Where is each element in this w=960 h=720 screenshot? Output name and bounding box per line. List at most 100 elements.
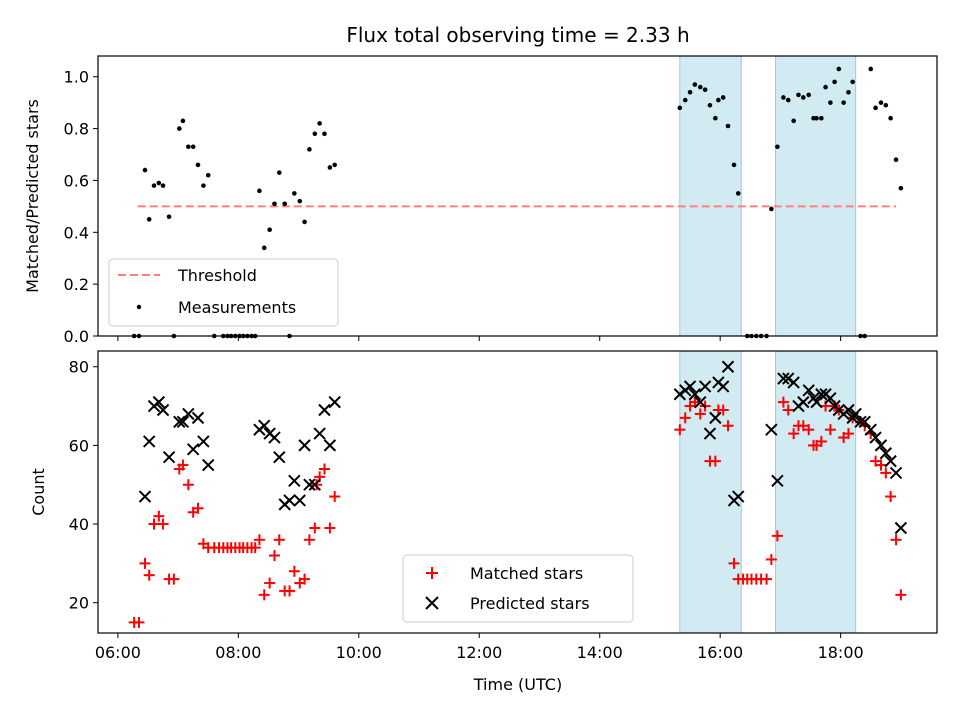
matched-star-point (182, 479, 194, 491)
predicted-star-point (703, 427, 717, 440)
measurement-point (832, 79, 837, 85)
predicted-star-point (889, 466, 903, 480)
measurement-point (692, 82, 698, 87)
predicted-star-point (152, 395, 166, 409)
predicted-star-point (802, 384, 815, 397)
measurement-point (796, 92, 801, 98)
bottom-y-axis-label: Count (29, 468, 48, 516)
measurement-point (893, 157, 899, 163)
matched-star-point (875, 459, 887, 471)
predicted-star-point (771, 474, 784, 487)
predicted-star-point (288, 474, 301, 487)
matched-star-point (885, 491, 897, 503)
bottom-y-ticks: 20 40 60 80 (69, 358, 98, 613)
measurement-point (317, 121, 322, 126)
count-points (128, 360, 908, 628)
y-tick-label: 1.0 (64, 68, 89, 87)
measurement-point (775, 144, 780, 150)
predicted-star-point (894, 521, 908, 535)
legend-matched-swatch (426, 567, 438, 579)
top-legend: Threshold Measurements (108, 258, 339, 327)
matched-star-point (709, 455, 721, 467)
matched-star-point (143, 569, 155, 581)
measurement-point (823, 84, 828, 90)
matched-star-point (815, 435, 827, 447)
measurement-point (850, 79, 855, 85)
measurement-point (677, 105, 683, 111)
y-tick-label: 0.8 (64, 120, 89, 139)
measurement-point (302, 219, 307, 225)
matched-star-point (318, 463, 330, 475)
predicted-star-point (879, 447, 893, 460)
bottom-axes-frame (97, 350, 938, 634)
matched-star-point (761, 573, 773, 585)
predicted-star-point (782, 372, 795, 385)
matched-star-point (311, 479, 323, 491)
y-tick-label: 40 (69, 515, 89, 534)
measurement-point (806, 92, 812, 98)
y-tick-label: 0.2 (64, 275, 89, 294)
measurement-point (327, 165, 333, 170)
measurement-point (201, 183, 206, 188)
predicted-star-point (162, 450, 176, 464)
measurement-point (697, 84, 703, 90)
measurement-point (841, 100, 846, 105)
predicted-star-point (298, 439, 311, 452)
predicted-star-point (797, 395, 810, 409)
x-tick-label: 06:00 (95, 643, 141, 662)
matched-star-point (842, 428, 854, 440)
shaded-interval (679, 55, 742, 337)
predicted-star-point (815, 388, 828, 401)
matched-star-point (264, 577, 276, 589)
measurement-point (322, 131, 327, 137)
matched-star-point (788, 428, 800, 440)
predicted-star-point (138, 490, 152, 503)
predicted-star-point (721, 360, 735, 373)
measurement-point (180, 118, 186, 124)
matched-star-point (309, 522, 321, 534)
legend-measurements-label: Measurements (178, 298, 296, 317)
predicted-star-point (709, 411, 722, 425)
predicted-star-point (787, 376, 800, 389)
top-y-axis-label: Matched/Predicted stars (23, 99, 42, 293)
matched-star-point (133, 616, 145, 628)
matched-star-point (728, 557, 740, 569)
matched-star-point (299, 573, 311, 585)
x-tick-label: 16:00 (697, 643, 743, 662)
bottom-shaded-intervals (679, 350, 857, 634)
predicted-star-point (283, 494, 296, 507)
matched-star-point (880, 467, 892, 479)
matched-star-point (679, 412, 691, 424)
matched-star-point (771, 530, 783, 542)
measurement-point (687, 89, 693, 95)
x-tick-label: 08:00 (215, 643, 261, 662)
matched-star-point (803, 424, 815, 436)
legend-threshold-label: Threshold (177, 266, 257, 285)
legend-matched-label: Matched stars (470, 564, 583, 583)
measurement-point (716, 97, 721, 103)
matched-star-point (177, 459, 189, 471)
measurement-point (725, 123, 731, 129)
measurement-point (156, 180, 162, 186)
measurement-point (160, 183, 166, 188)
x-tick-label: 12:00 (456, 643, 502, 662)
top-shaded-intervals (679, 55, 857, 337)
measurement-point (292, 191, 297, 196)
measurement-point (828, 100, 833, 105)
measurement-point (873, 105, 878, 111)
measurement-point (735, 191, 741, 196)
matched-star-point (674, 424, 686, 436)
measurement-point (720, 95, 726, 100)
predicted-star-point (156, 403, 170, 417)
predicted-star-point (186, 443, 200, 456)
top-panel: 0.0 0.2 0.4 0.6 0.8 1.0 Matched/Predicted sta… (23, 55, 938, 346)
matched-star-point (139, 557, 151, 569)
predicted-star-point (869, 431, 882, 444)
matched-star-point (288, 565, 300, 577)
top-x-ticks (117, 336, 842, 341)
predicted-star-point (874, 439, 888, 452)
matched-star-point (722, 420, 734, 432)
measurement-point (312, 131, 318, 137)
legend-predicted-label: Predicted stars (470, 594, 590, 613)
